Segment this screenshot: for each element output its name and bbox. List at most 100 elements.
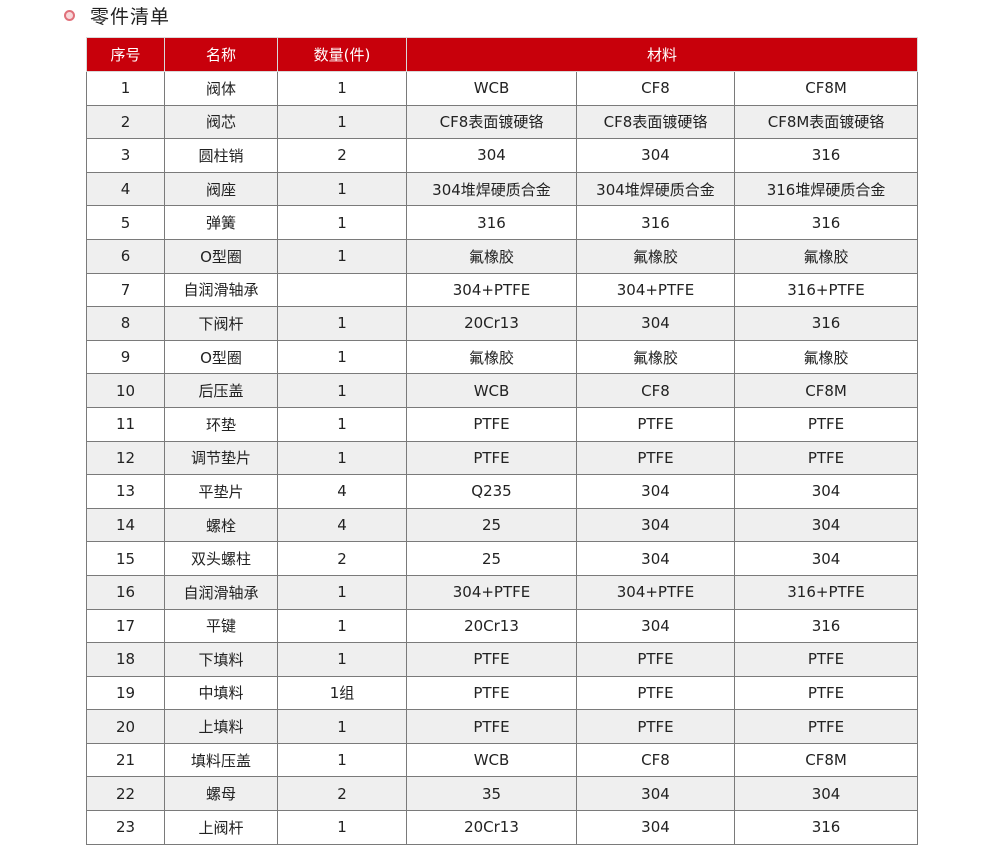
circle-bullet-icon xyxy=(64,9,75,21)
cell-material-2: 304 xyxy=(576,541,735,576)
cell-material-1: 35 xyxy=(406,776,577,812)
cell-material-1: PTFE xyxy=(406,675,577,711)
cell-material-1: Q235 xyxy=(406,474,577,509)
cell-material-1: PTFE xyxy=(406,406,577,442)
cell-name: 螺栓 xyxy=(164,507,278,543)
cell-material-2: CF8 xyxy=(576,71,735,106)
cell-quantity: 1 xyxy=(277,306,407,341)
cell-material-1: 25 xyxy=(406,507,577,543)
cell-quantity: 1 xyxy=(277,406,407,442)
cell-quantity: 1 xyxy=(277,742,407,778)
cell-material-2: PTFE xyxy=(576,675,735,711)
table-row: 10 后压盖 1 WCB CF8 CF8M xyxy=(86,373,919,408)
cell-material-1: WCB xyxy=(406,742,577,778)
cell-material-3: 316+PTFE xyxy=(733,272,919,308)
cell-material-3: 氟橡胶 xyxy=(733,238,919,274)
table-row: 9 O型圈 1 氟橡胶 氟橡胶 氟橡胶 xyxy=(86,339,919,375)
cell-material-1: 氟橡胶 xyxy=(406,339,577,375)
cell-material-2: 304+PTFE xyxy=(576,574,735,610)
cell-material-3: 316 xyxy=(733,138,919,173)
cell-material-2: 304 xyxy=(576,810,735,845)
cell-name: 下填料 xyxy=(164,642,278,677)
cell-index: 16 xyxy=(86,574,165,610)
cell-name: 平键 xyxy=(164,608,278,644)
table-row: 11 环垫 1 PTFE PTFE PTFE xyxy=(86,406,919,442)
cell-material-3: 氟橡胶 xyxy=(733,339,919,375)
header-name: 名称 xyxy=(164,37,278,72)
table-row: 2 阀芯 1 CF8表面镀硬铬 CF8表面镀硬铬 CF8M表面镀硬铬 xyxy=(86,104,919,140)
cell-material-3: 304 xyxy=(733,541,919,576)
table-row: 21 填料压盖 1 WCB CF8 CF8M xyxy=(86,742,919,778)
cell-material-3: 316 xyxy=(733,810,919,845)
table-row: 19 中填料 1组 PTFE PTFE PTFE xyxy=(86,675,919,711)
cell-quantity: 4 xyxy=(277,474,407,509)
section-heading: 零件清单 xyxy=(64,2,170,28)
cell-material-3: CF8M xyxy=(733,373,919,408)
cell-material-3: PTFE xyxy=(733,440,919,476)
header-material: 材料 xyxy=(405,37,919,72)
section-title: 零件清单 xyxy=(90,5,171,28)
cell-material-1: 304+PTFE xyxy=(406,272,577,308)
cell-material-2: CF8表面镀硬铬 xyxy=(576,104,735,140)
cell-material-2: PTFE xyxy=(576,642,735,677)
cell-index: 2 xyxy=(86,104,165,140)
cell-material-3: PTFE xyxy=(733,406,919,442)
cell-index: 19 xyxy=(86,675,165,711)
cell-material-1: WCB xyxy=(406,373,577,408)
cell-material-2: PTFE xyxy=(576,709,735,744)
cell-material-1: 25 xyxy=(406,541,577,576)
cell-name: 双头螺柱 xyxy=(164,541,278,576)
table-row: 17 平键 1 20Cr13 304 316 xyxy=(86,608,919,644)
cell-name: 阀芯 xyxy=(164,104,278,140)
cell-material-1: 氟橡胶 xyxy=(406,238,577,274)
cell-quantity: 2 xyxy=(277,776,407,812)
table-header-row: 序号 名称 数量(件) 材料 xyxy=(86,37,919,72)
cell-material-3: 316 xyxy=(733,306,919,341)
cell-quantity: 1 xyxy=(277,205,407,240)
cell-quantity: 1 xyxy=(277,608,407,644)
cell-material-3: PTFE xyxy=(733,709,919,744)
table-row: 16 自润滑轴承 1 304+PTFE 304+PTFE 316+PTFE xyxy=(86,574,919,610)
cell-index: 3 xyxy=(86,138,165,173)
cell-quantity: 1 xyxy=(277,373,407,408)
cell-name: 螺母 xyxy=(164,776,278,812)
cell-material-2: 氟橡胶 xyxy=(576,238,735,274)
table-row: 4 阀座 1 304堆焊硬质合金 304堆焊硬质合金 316堆焊硬质合金 xyxy=(86,171,919,207)
cell-name: 平垫片 xyxy=(164,474,278,509)
cell-index: 9 xyxy=(86,339,165,375)
cell-name: O型圈 xyxy=(164,339,278,375)
cell-name: 圆柱销 xyxy=(164,138,278,173)
cell-quantity: 1 xyxy=(277,171,407,207)
cell-name: 上阀杆 xyxy=(164,810,278,845)
cell-material-2: 304 xyxy=(576,776,735,812)
cell-material-3: 316 xyxy=(733,205,919,240)
table-row: 23 上阀杆 1 20Cr13 304 316 xyxy=(86,810,919,845)
cell-index: 17 xyxy=(86,608,165,644)
cell-quantity: 1 xyxy=(277,642,407,677)
cell-material-2: 304 xyxy=(576,608,735,644)
cell-name: 自润滑轴承 xyxy=(164,272,278,308)
cell-material-3: 316堆焊硬质合金 xyxy=(733,171,919,207)
cell-material-2: PTFE xyxy=(576,440,735,476)
cell-material-1: PTFE xyxy=(406,440,577,476)
cell-quantity: 2 xyxy=(277,541,407,576)
cell-material-3: CF8M xyxy=(733,71,919,106)
cell-name: 自润滑轴承 xyxy=(164,574,278,610)
cell-material-1: PTFE xyxy=(406,642,577,677)
cell-material-3: 304 xyxy=(733,507,919,543)
cell-material-2: 304 xyxy=(576,306,735,341)
table-row: 6 O型圈 1 氟橡胶 氟橡胶 氟橡胶 xyxy=(86,238,919,274)
cell-index: 11 xyxy=(86,406,165,442)
cell-material-1: WCB xyxy=(406,71,577,106)
cell-index: 13 xyxy=(86,474,165,509)
cell-index: 21 xyxy=(86,742,165,778)
cell-material-2: 316 xyxy=(576,205,735,240)
table-row: 20 上填料 1 PTFE PTFE PTFE xyxy=(86,709,919,744)
header-quantity: 数量(件) xyxy=(277,37,407,72)
cell-material-3: PTFE xyxy=(733,675,919,711)
cell-quantity: 4 xyxy=(277,507,407,543)
cell-name: 调节垫片 xyxy=(164,440,278,476)
table-row: 12 调节垫片 1 PTFE PTFE PTFE xyxy=(86,440,919,476)
cell-name: 填料压盖 xyxy=(164,742,278,778)
cell-index: 20 xyxy=(86,709,165,744)
